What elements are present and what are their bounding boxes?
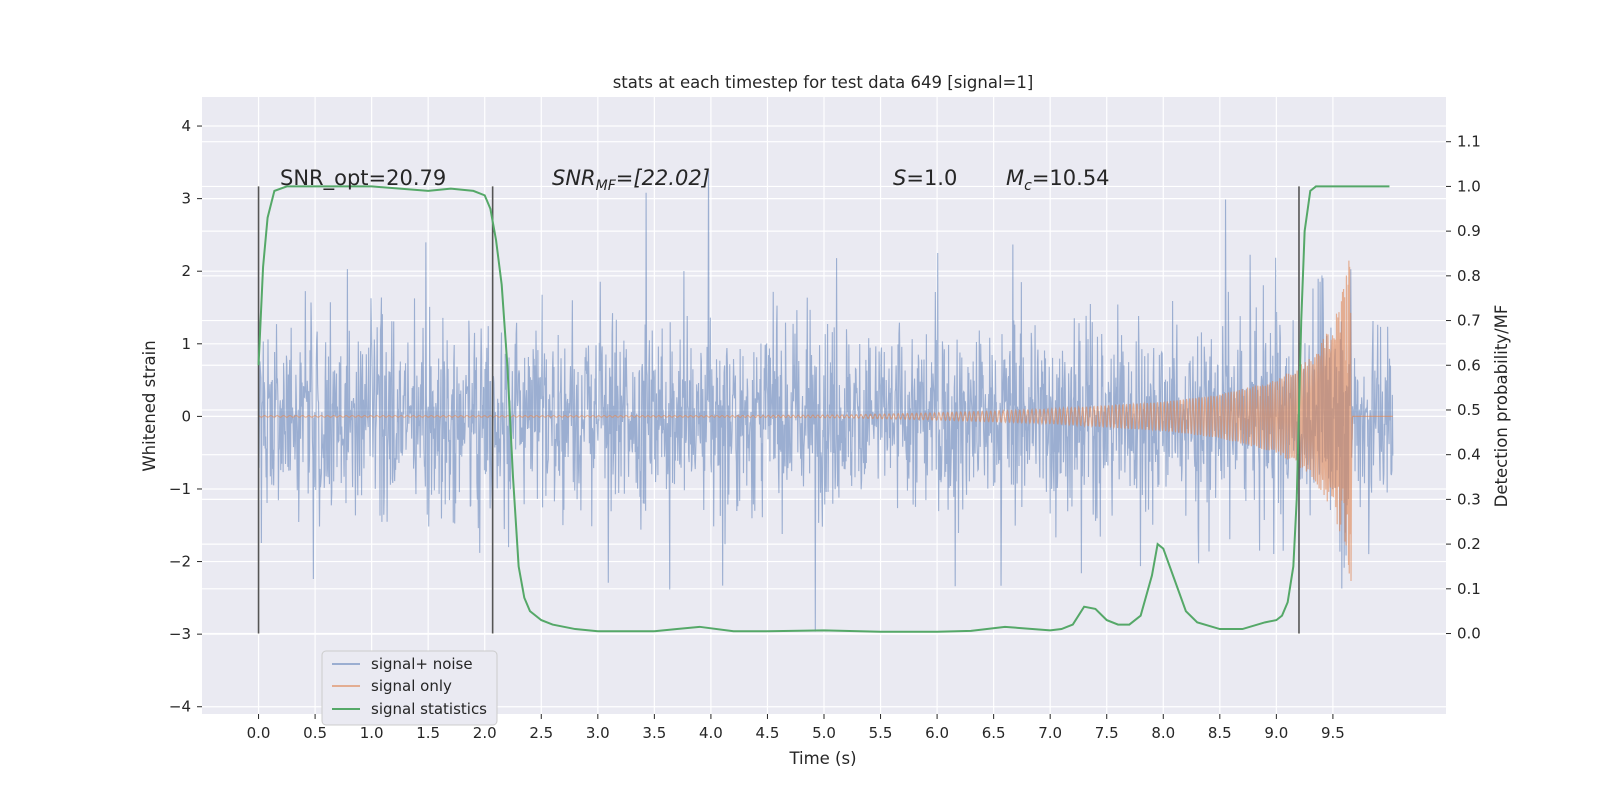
- y-tick-label: −2: [169, 553, 191, 571]
- y2-axis-label: Detection probability/MF: [1492, 305, 1511, 508]
- x-tick-label: 2.5: [529, 724, 553, 742]
- legend-label-stats: signal statistics: [371, 700, 487, 718]
- y2-tick-label: 0.3: [1457, 490, 1481, 508]
- s-label: S: [893, 166, 906, 190]
- x-tick-label: 6.0: [925, 724, 949, 742]
- x-tick-label: 5.0: [812, 724, 836, 742]
- snr-opt-annotation: SNR_opt=20.79: [280, 166, 446, 191]
- y-tick-label: 3: [181, 190, 191, 208]
- s-value: =1.0: [906, 166, 957, 190]
- x-tick-label: 8.5: [1208, 724, 1232, 742]
- snr-mf-value: =[22.02]: [616, 166, 710, 190]
- y2-tick-label: 0.8: [1457, 267, 1481, 285]
- x-tick-label: 3.0: [586, 724, 610, 742]
- y-tick-label: −3: [169, 625, 191, 643]
- y2-tick-label: 0.0: [1457, 625, 1481, 643]
- y2-tick-label: 0.9: [1457, 222, 1481, 240]
- y2-tick-label: 0.5: [1457, 401, 1481, 419]
- x-tick-label: 8.0: [1151, 724, 1175, 742]
- x-tick-label: 9.0: [1264, 724, 1288, 742]
- mc-annotation: Mc=10.54: [1006, 166, 1110, 194]
- y2-tick-label: 0.6: [1457, 356, 1481, 374]
- legend-label-signal: signal only: [371, 677, 452, 695]
- x-tick-label: 9.5: [1321, 724, 1345, 742]
- snr-mf-main: SNR: [552, 166, 596, 190]
- series-signal-only: [258, 260, 1393, 581]
- x-axis-ticks: 0.0 0.5 1.0 1.5 2.0 2.5 3.0 3.5 4.0 4.5 5.0 5.5 6.0 6…: [247, 714, 1345, 742]
- y2-tick-label: 1.0: [1457, 177, 1481, 195]
- series-signal-statistics: [257, 185, 1390, 633]
- x-tick-label: 5.5: [869, 724, 893, 742]
- y2-tick-label: 0.4: [1457, 446, 1481, 464]
- x-tick-label: 4.0: [699, 724, 723, 742]
- snr-mf-subscript: MF: [596, 178, 617, 194]
- x-tick-label: 1.0: [360, 724, 384, 742]
- mc-value: =10.54: [1032, 166, 1110, 190]
- y-tick-label: 1: [181, 335, 191, 353]
- x-tick-label: 0.5: [303, 724, 327, 742]
- x-tick-label: 7.0: [1038, 724, 1062, 742]
- x-tick-label: 4.5: [756, 724, 780, 742]
- series-signal-plus-noise: [258, 169, 1394, 632]
- snr-mf-annotation: SNRMF=[22.02]: [552, 166, 710, 194]
- y2-tick-label: 0.2: [1457, 535, 1481, 553]
- y2-tick-label: 0.1: [1457, 580, 1481, 598]
- y2-tick-label: 1.1: [1457, 133, 1481, 151]
- noise-trace: [258, 169, 1394, 632]
- legend: signal+ noise signal only signal statist…: [321, 650, 498, 726]
- y-tick-label: 4: [181, 117, 191, 135]
- y-tick-label: −4: [169, 698, 191, 716]
- legend-box: [321, 650, 498, 726]
- y-tick-label: 2: [181, 262, 191, 280]
- mc-subscript: c: [1024, 178, 1032, 194]
- x-tick-label: 3.5: [642, 724, 666, 742]
- y-axis-ticks: 4 3 2 1 0 −1 −2 −3 −4: [169, 117, 202, 716]
- x-tick-label: 7.5: [1095, 724, 1119, 742]
- x-tick-label: 1.5: [416, 724, 440, 742]
- y2-axis-ticks: 1.1 1.0 0.9 0.8 0.7 0.6 0.5 0.4 0.3 0.2 0.1 0.0: [1446, 133, 1481, 643]
- chart-title: stats at each timestep for test data 649…: [613, 73, 1034, 92]
- x-tick-label: 2.0: [473, 724, 497, 742]
- y2-tick-label: 0.7: [1457, 312, 1481, 330]
- s-annotation: S=1.0: [893, 166, 957, 190]
- y-tick-label: −1: [169, 480, 191, 498]
- y-axis-label: Whitened strain: [140, 340, 159, 471]
- x-axis-label: Time (s): [788, 749, 856, 768]
- x-tick-label: 6.5: [982, 724, 1006, 742]
- legend-label-noise: signal+ noise: [371, 655, 473, 673]
- y-tick-label: 0: [181, 407, 191, 425]
- signal-trace: [258, 260, 1393, 581]
- mc-label: M: [1006, 166, 1024, 190]
- x-tick-label: 0.0: [247, 724, 271, 742]
